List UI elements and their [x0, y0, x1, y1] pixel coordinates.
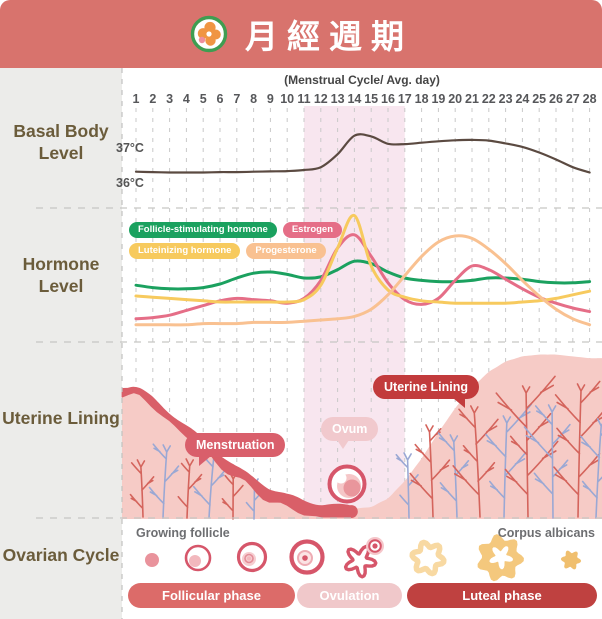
day-label: 5 [199, 92, 207, 106]
temp-tick-36: 36°C [116, 176, 144, 190]
section-label-ovarian: Ovarian Cycle [2, 545, 120, 565]
day-label: 16 [381, 92, 395, 106]
day-label: 22 [481, 92, 496, 106]
day-label: 3 [166, 92, 174, 106]
day-label: 1 [132, 92, 140, 106]
luteal-phase-bar: Luteal phase [407, 583, 597, 608]
day-label: 17 [397, 92, 412, 106]
day-label: 25 [532, 92, 547, 106]
day-label: 18 [414, 92, 429, 106]
sidebar [0, 68, 122, 619]
day-label: 11 [297, 92, 311, 106]
day-label: 14 [347, 92, 362, 106]
day-label: 15 [364, 92, 379, 106]
page-title: 月經週期 [245, 18, 413, 55]
growing-follicle-caption: Growing follicle [136, 526, 230, 540]
day-label: 26 [549, 92, 563, 106]
day-label: 12 [313, 92, 328, 106]
day-label: 19 [431, 92, 446, 106]
day-label: 27 [565, 92, 580, 106]
day-label: 10 [280, 92, 295, 106]
day-label: 2 [149, 92, 157, 106]
corpus-albicans-caption: Corpus albicans [497, 526, 595, 540]
legend-progesterone: Progesterone [246, 243, 326, 259]
section-label-uterine: Uterine Lining [2, 408, 120, 428]
day-label: 24 [515, 92, 530, 106]
cycle-logo-icon [190, 15, 228, 53]
hormone-legend: Follicle-stimulating hormone Estrogen Lu… [129, 222, 343, 259]
section-label-basal: Basal Body Level [13, 121, 109, 163]
day-label: 23 [498, 92, 513, 106]
x-axis-caption: (Menstrual Cycle/ Avg. day) [284, 73, 440, 87]
day-label: 7 [233, 92, 241, 106]
section-label-hormone: Hormone Level [22, 254, 100, 296]
legend-fsh: Follicle-stimulating hormone [129, 222, 277, 238]
header: 月經週期 [0, 0, 602, 68]
day-label: 28 [582, 92, 597, 106]
ovulation-phase-bar: Ovulation [297, 583, 402, 608]
legend-lh: Luteinizing hormone [129, 243, 241, 259]
ovum-badge: Ovum [321, 417, 379, 449]
day-label: 9 [266, 92, 274, 106]
day-label: 8 [250, 92, 258, 106]
menstruation-badge: Menstruation [185, 433, 286, 466]
day-label: 6 [216, 92, 224, 106]
day-label: 13 [330, 92, 345, 106]
day-label: 4 [182, 92, 190, 106]
day-label: 20 [448, 92, 463, 106]
temp-tick-37: 37°C [116, 141, 144, 155]
follicular-phase-bar: Follicular phase [128, 583, 295, 608]
day-label: 21 [465, 92, 479, 106]
legend-estrogen: Estrogen [282, 222, 343, 238]
uterine-lining-badge: Uterine Lining [373, 375, 480, 408]
